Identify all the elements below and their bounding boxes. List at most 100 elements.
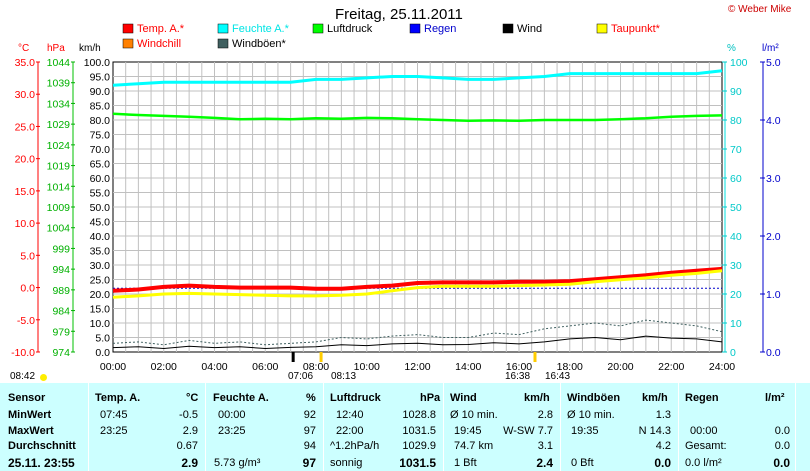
axis-hpa-tick: 1019 [47, 161, 71, 173]
row-avg-label: Durchschnitt [8, 440, 76, 452]
axis-temp-tick: 15.0 [15, 186, 36, 198]
axis-hpa-tick: 979 [52, 326, 70, 338]
axis-pct-tick: 10 [730, 318, 742, 330]
row-max-label: MaxWert [8, 425, 54, 437]
axis-hpa-tick: 999 [52, 243, 70, 255]
row-max-hum-val: 97 [303, 425, 316, 437]
axis-pct-tick: 0 [730, 347, 736, 359]
x-tick-label: 00:00 [100, 361, 126, 373]
x-tick-label: 04:00 [201, 361, 227, 373]
row-avg-gust-val: 4.2 [655, 440, 671, 452]
legend-swatch [217, 38, 229, 49]
legend-label: Feuchte A.* [232, 23, 290, 35]
axis-hpa-tick: 1034 [47, 98, 71, 110]
row-avg-press-time: ^1.2hPa/h [330, 440, 380, 452]
legend-label: Taupunkt* [611, 23, 661, 35]
row-min-temp-time: 07:45 [100, 409, 128, 421]
legend-swatch [409, 23, 421, 34]
sunrise-icon [40, 374, 47, 381]
axis-kmh-tick: 65.0 [90, 159, 111, 171]
hdr-press-unit: hPa [420, 392, 441, 404]
axis-pct-tick: 20 [730, 289, 742, 301]
hdr-rain-unit: l/m² [765, 392, 785, 404]
hdr-press: Luftdruck [330, 392, 381, 404]
axis-kmh-tick: 90.0 [90, 86, 111, 98]
axis-pct-tick: 70 [730, 144, 742, 156]
axis-temp-tick: 20.0 [15, 154, 36, 166]
event3-time: 16:43 [545, 371, 571, 382]
row-cur-temp-val: 2.9 [181, 456, 198, 470]
row-avg-press-val: 1029.9 [402, 440, 436, 452]
row-min-gust-a: Ø 10 min. [567, 409, 615, 421]
stats-table: Sensor Temp. A. °C Feuchte A. % Luftdruc… [0, 383, 810, 471]
row-min-press-val: 1028.8 [402, 409, 436, 421]
row-max-rain-a: 00:00 [690, 425, 718, 437]
row-cur-rain-val: 0.0 [773, 456, 790, 470]
axis-kmh-tick: 50.0 [90, 202, 111, 214]
axis-hpa-tick: 1004 [47, 223, 71, 235]
axis-hpa-tick: 1024 [47, 140, 71, 152]
row-max-temp-val: 2.9 [182, 425, 198, 437]
hdr-temp: Temp. A. [95, 392, 141, 404]
axis-temp-tick: 30.0 [15, 89, 36, 101]
row-avg-rain-val: 0.0 [774, 440, 790, 452]
hdr-sensor: Sensor [8, 392, 46, 404]
legend-label: Windböen* [232, 38, 287, 50]
hdr-gust: Windböen [567, 392, 621, 404]
axis-kmh-tick: 30.0 [90, 260, 111, 272]
x-tick-label: 18:00 [557, 361, 583, 373]
axis-kmh-tick: 70.0 [90, 144, 111, 156]
axis-kmh-tick: 5.0 [95, 333, 110, 345]
sunrise-time: 08:42 [10, 371, 36, 382]
row-avg-hum-val: 94 [303, 440, 316, 452]
axis-kmh-tick: 25.0 [90, 275, 111, 287]
hdr-hum: Feuchte A. [213, 392, 269, 404]
row-avg-wind-a: 74.7 km [454, 440, 494, 452]
axis-kmh-tick: 55.0 [90, 188, 111, 200]
legend-swatch [122, 38, 134, 49]
row-max-rain-val: 0.0 [774, 425, 790, 437]
axis-kmh-tick: 35.0 [90, 246, 111, 258]
row-cur-label: 25.11. 23:55 [8, 456, 75, 470]
axis-hpa-unit: hPa [47, 43, 65, 54]
axis-kmh-tick: 95.0 [90, 72, 111, 84]
axis-temp-tick: 0.0 [20, 283, 35, 295]
axis-rain-tick: 0.0 [766, 347, 781, 359]
axis-pct-tick: 80 [730, 115, 742, 127]
axis-pct-tick: 60 [730, 173, 742, 185]
row-max-gust-a: 19:35 [571, 425, 599, 437]
axis-pct-tick: 100 [730, 57, 748, 69]
row-min-wind-a: Ø 10 min. [450, 409, 498, 421]
row-avg-temp-val: 0.67 [176, 440, 198, 452]
axis-kmh-tick: 80.0 [90, 115, 111, 127]
axis-pct-tick: 50 [730, 202, 742, 214]
hdr-gust-unit: km/h [642, 392, 668, 404]
event2-time: 08:13 [331, 371, 357, 382]
sun-bar: 08:42 07:06 08:13 16:38 16:43 [0, 370, 810, 382]
hdr-rain: Regen [685, 392, 719, 404]
x-tick-label: 06:00 [252, 361, 278, 373]
row-cur-gust-val: 0.0 [654, 456, 671, 470]
chart-title: Freitag, 25.11.2011 [335, 6, 463, 23]
row-max-hum-time: 23:25 [218, 425, 246, 437]
x-tick-label: 14:00 [455, 361, 481, 373]
axis-hpa-tick: 1029 [47, 119, 71, 131]
hdr-wind-unit: km/h [524, 392, 550, 404]
axis-rain-tick: 4.0 [766, 115, 781, 127]
axis-kmh-tick: 100.0 [84, 57, 110, 69]
axis-temp-tick: 5.0 [20, 250, 35, 262]
row-cur-hum-val: 97 [302, 456, 316, 470]
axis-rain-tick: 2.0 [766, 231, 781, 243]
axis-temp-tick: 10.0 [15, 218, 36, 230]
row-cur-rain-a: 0.0 l/m² [685, 457, 722, 469]
axis-kmh-tick: 40.0 [90, 231, 111, 243]
x-tick-label: 10:00 [354, 361, 380, 373]
hdr-hum-unit: % [306, 392, 316, 404]
axis-kmh-tick: 85.0 [90, 101, 111, 113]
row-min-gust-val: 1.3 [655, 409, 671, 421]
sun-marker [291, 352, 295, 362]
row-avg-wind-val: 3.1 [537, 440, 553, 452]
axis-temp-unit: °C [18, 43, 29, 54]
legend-swatch [312, 23, 324, 34]
sunset-time: 16:38 [505, 371, 531, 382]
